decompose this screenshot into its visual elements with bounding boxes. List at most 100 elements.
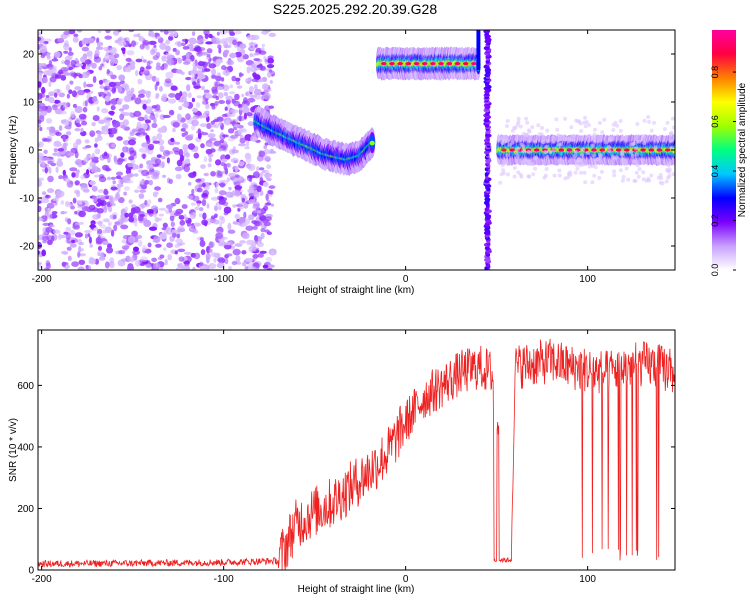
noise-cell: [81, 71, 90, 79]
noise-cell: [222, 70, 227, 76]
noise-cell: [139, 66, 145, 73]
noise-cell: [177, 41, 182, 48]
noise-cell: [73, 33, 79, 38]
noise-cell: [143, 217, 148, 223]
noise-cell: [160, 30, 164, 33]
peak-cell: [389, 62, 395, 66]
noise-cell: [667, 169, 672, 174]
noise-cell: [165, 45, 171, 52]
noise-cell: [65, 232, 71, 240]
noise-cell: [118, 74, 126, 81]
noise-cell: [197, 61, 206, 67]
noise-cell: [51, 211, 58, 215]
noise-cell: [154, 158, 162, 166]
noise-cell: [247, 97, 256, 103]
noise-cell: [67, 255, 72, 261]
noise-cell: [234, 165, 239, 173]
noise-cell: [214, 81, 219, 89]
noise-cell: [157, 217, 162, 221]
noise-cell: [56, 151, 61, 157]
noise-cell: [256, 64, 261, 68]
noise-cell: [658, 172, 663, 177]
noise-cell: [205, 103, 210, 110]
noise-cell: [69, 229, 76, 236]
noise-cell: [191, 188, 195, 195]
noise-cell: [558, 142, 563, 147]
noise-cell: [38, 158, 42, 164]
noise-cell: [98, 201, 104, 206]
noise-cell: [270, 250, 275, 256]
noise-cell: [636, 174, 641, 179]
noise-cell: [593, 165, 598, 170]
noise-cell: [210, 215, 216, 220]
noise-cell: [144, 119, 151, 124]
noise-cell: [249, 266, 257, 270]
noise-cell: [178, 105, 183, 111]
noise-cell: [210, 171, 217, 177]
noise-cell: [245, 156, 252, 164]
noise-cell: [191, 72, 195, 80]
noise-cell: [153, 191, 159, 195]
noise-cell: [256, 241, 264, 248]
noise-cell: [213, 123, 220, 129]
noise-cell: [135, 58, 143, 63]
noise-cell: [208, 241, 214, 249]
noise-cell: [158, 85, 163, 92]
noise-cell: [137, 93, 145, 98]
noise-cell: [221, 113, 228, 118]
noise-cell: [99, 85, 105, 89]
noise-cell: [105, 247, 114, 254]
noise-cell: [500, 163, 505, 168]
noise-cell: [587, 164, 592, 169]
noise-cell: [169, 33, 176, 37]
noise-cell: [211, 68, 217, 76]
noise-cell: [242, 232, 250, 240]
noise-cell: [208, 63, 217, 69]
noise-cell: [196, 187, 203, 193]
noise-cell: [177, 57, 182, 64]
noise-cell: [573, 170, 578, 175]
noise-cell: [161, 55, 167, 62]
noise-cell: [175, 69, 183, 74]
noise-cell: [122, 119, 129, 126]
noise-cell: [86, 169, 90, 175]
noise-cell: [241, 222, 248, 227]
noise-cell: [44, 194, 51, 199]
noise-cell: [81, 39, 87, 46]
noise-cell: [633, 178, 638, 183]
noise-cell: [218, 100, 226, 104]
peak-cell: [501, 148, 507, 152]
noise-cell: [184, 39, 188, 45]
noise-cell: [122, 146, 129, 153]
noise-cell: [618, 119, 623, 123]
noise-cell: [219, 131, 225, 139]
noise-cell: [131, 230, 138, 237]
noise-cell: [116, 157, 123, 165]
noise-cell: [138, 36, 144, 42]
peak-cell: [558, 148, 565, 152]
noise-cell: [61, 261, 67, 267]
noise-cell: [193, 172, 197, 177]
noise-cell: [155, 51, 161, 59]
noise-cell: [79, 212, 84, 217]
noise-cell: [38, 205, 42, 212]
peak-cell: [656, 148, 663, 152]
noise-cell: [642, 118, 647, 123]
noise-cell: [201, 85, 205, 91]
noise-cell: [235, 255, 241, 263]
noise-cell: [239, 137, 246, 144]
noise-cell: [590, 143, 595, 148]
noise-cell: [612, 169, 616, 174]
noise-cell: [234, 185, 243, 190]
noise-cell: [241, 261, 247, 267]
noise-cell: [144, 150, 149, 154]
noise-cell: [174, 244, 180, 249]
noise-cell: [82, 106, 88, 113]
noise-cell: [246, 66, 251, 74]
noise-cell: [84, 59, 92, 65]
noise-cell: [87, 53, 93, 60]
noise-cell: [103, 116, 112, 123]
noise-cell: [586, 123, 591, 127]
noise-cell: [113, 224, 118, 232]
noise-cell: [85, 145, 92, 149]
